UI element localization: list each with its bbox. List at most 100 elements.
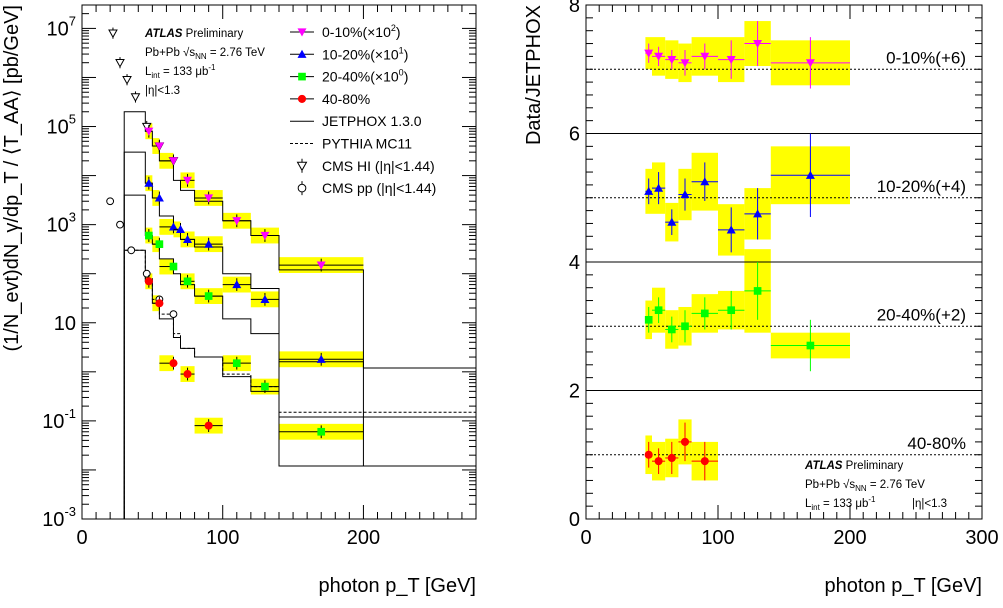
data-point [232, 217, 242, 226]
y-tick-label: 4 [569, 252, 580, 274]
cms-hi-point [115, 58, 125, 68]
system-label: Pb+Pb √sNN = 2.76 TeV [805, 478, 925, 493]
pythia-curve [123, 249, 476, 519]
lumi-sub: int [811, 503, 820, 512]
data-point [700, 177, 710, 186]
atlas-preliminary: Preliminary [842, 460, 903, 472]
data-point [654, 306, 663, 315]
data-point [144, 277, 153, 286]
band-label: 10-20%(+4) [877, 177, 966, 196]
legend-marker [298, 72, 306, 81]
data-point [183, 277, 192, 286]
legend-marker [297, 94, 307, 103]
legend-tail: ) [404, 46, 409, 62]
atlas-brand: ATLAS [804, 460, 843, 472]
y-tick-label: 103 [47, 210, 76, 237]
y-tick-exponent: 7 [69, 13, 76, 28]
band-label: 0-10%(+6) [886, 48, 966, 67]
lumi-exp: -1 [208, 63, 216, 72]
y-tick-base: 10 [47, 117, 69, 139]
data-point [145, 231, 153, 240]
x-tick-label: 200 [833, 527, 866, 549]
data-point [727, 306, 736, 315]
system-prefix: Pb+Pb [805, 479, 843, 491]
left-legend: 0-10%(×102)10-20%(×101)20-40%(×100)40-80… [290, 23, 436, 196]
legend-tail: ) [404, 69, 409, 85]
data-point [700, 309, 709, 318]
right-sys-bands [645, 21, 850, 481]
data-point [654, 457, 663, 466]
legend-label: 40-80% [322, 91, 370, 107]
left-annotation: ATLAS Preliminary Pb+Pb √sNN = 2.76 TeV Li… [144, 28, 265, 97]
data-point [169, 262, 178, 271]
x-axis-title: photon p_T [GeV] [824, 575, 982, 597]
cms-hi-point [122, 76, 132, 85]
data-point [183, 176, 193, 185]
band-label: 40-80% [907, 434, 966, 453]
legend-marker [297, 49, 307, 58]
right-axes: 0 100 200 300 0 2 4 6 8 photon p_T [GeV] Data/JETP… [523, 0, 999, 597]
data-point [667, 217, 677, 226]
y-tick-exponent: -1 [64, 406, 76, 421]
lumi-suffix: = 133 μb [160, 66, 209, 78]
data-point [183, 234, 193, 244]
x-axis-title: photon p_T [GeV] [318, 575, 476, 597]
legend-text: 0-10%(×10 [322, 24, 391, 40]
sqrt-sub: NN [195, 52, 207, 61]
data-point [654, 52, 664, 61]
cms-pp-point [169, 310, 178, 319]
data-point [168, 157, 178, 166]
lumi-prefix: L [145, 66, 152, 78]
cms-hi-point [108, 29, 118, 39]
legend-label: JETPHOX 1.3.0 [322, 113, 422, 129]
legend-text: PYTHIA MC11 [322, 136, 412, 152]
data-point [183, 370, 192, 379]
right-reference-lines [586, 68, 982, 456]
legend-label: 0-10%(×102) [322, 23, 401, 40]
legend-superscript: 1 [399, 45, 404, 55]
left-data-points [106, 27, 364, 439]
atlas-preliminary: Preliminary [182, 28, 243, 40]
data-point [644, 186, 654, 195]
data-point [805, 170, 815, 179]
data-point [680, 437, 690, 446]
data-point [805, 59, 815, 68]
data-point [753, 39, 763, 49]
sqrt-sign: √ [843, 478, 850, 491]
y-axis-title: Data/JETPHOX [523, 5, 545, 145]
sqrt-s: s [189, 47, 195, 59]
sqrt-sub: NN [855, 484, 867, 493]
y-tick-label: 0 [569, 509, 580, 531]
y-tick-exponent: 5 [69, 112, 76, 127]
y-axis-title: (1/N_evt)dN_γ/dp_T / ⟨T_AA⟩ [pb/GeV] [1, 5, 23, 352]
lumi-exp: -1 [868, 495, 876, 504]
data-point [204, 239, 214, 248]
system-suffix: = 2.76 TeV [207, 47, 266, 59]
cms-pp-point [127, 246, 136, 255]
data-point [700, 52, 710, 61]
legend-marker [297, 28, 307, 37]
y-tick-label: 10-1 [42, 406, 76, 433]
data-point [644, 450, 653, 459]
data-point [232, 359, 241, 368]
y-tick-base: 10 [42, 411, 64, 433]
data-point [753, 209, 763, 218]
y-tick-base: 10 [54, 313, 76, 335]
legend-text: 10-20%(×10 [322, 46, 399, 62]
atlas-label: ATLAS Preliminary [144, 28, 243, 40]
legend-text: 20-40%(×10 [322, 69, 399, 85]
y-tick-label: 8 [569, 0, 580, 17]
y-tick-label: 10-3 [42, 504, 76, 531]
right-annotation: ATLAS Preliminary Pb+Pb √sNN = 2.76 TeV Li… [804, 460, 947, 512]
data-point [680, 59, 690, 68]
legend-label: 20-40%(×100) [322, 68, 408, 85]
data-point [204, 292, 213, 300]
atlas-brand: ATLAS [144, 28, 183, 40]
y-tick-exponent: 3 [69, 210, 76, 225]
data-point [726, 56, 736, 65]
legend-label: 10-20%(×101) [322, 45, 408, 62]
y-tick-base: 10 [47, 215, 69, 237]
data-point [681, 322, 689, 331]
